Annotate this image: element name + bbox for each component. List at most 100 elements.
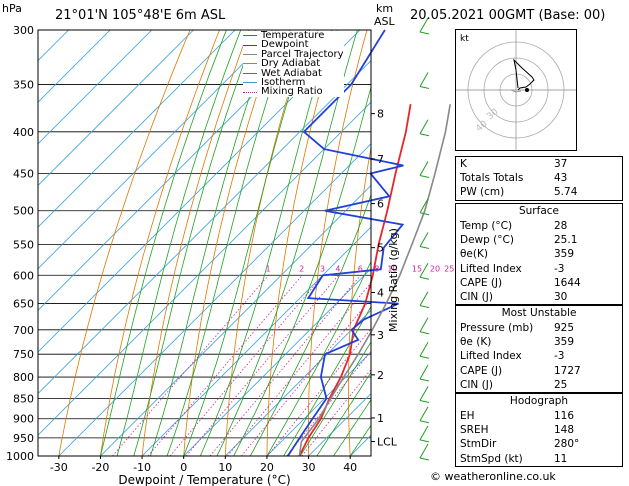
dry-adiabat <box>348 145 371 456</box>
wind-barb-staff <box>419 161 429 176</box>
pressure-tick-label: 550 <box>13 238 34 251</box>
temperature-tick-label: -20 <box>91 461 109 474</box>
legend-label: Parcel Trajectory <box>261 48 344 60</box>
legend-item: Parcel Trajectory <box>243 48 344 60</box>
wind-barb <box>419 119 430 137</box>
isotherm <box>38 30 69 62</box>
wind-barb-staff <box>419 406 429 421</box>
mixing-ratio-line <box>209 275 362 456</box>
temperature-tick-label: 40 <box>343 461 357 474</box>
mixing-ratio-label: 1 <box>265 264 270 273</box>
row-label: CIN (J) <box>460 378 493 391</box>
isotherm <box>38 30 277 270</box>
table-row: EH 116 <box>456 409 622 423</box>
pressure-tick-label: 400 <box>13 126 34 139</box>
dry-adiabat <box>224 30 309 456</box>
mixing-ratio-label: 2 <box>299 264 304 273</box>
table-row: StmSpd (kt) 11 <box>456 452 622 466</box>
km-tick-label: 6 <box>377 198 384 211</box>
km-tick-label: 1 <box>377 412 384 425</box>
wind-barb-staff <box>419 317 429 333</box>
legend-item: Isotherm <box>243 77 344 89</box>
km-tick-label: 2 <box>377 369 384 382</box>
temperature-tick-label: 20 <box>260 461 274 474</box>
pressure-tick-label: 950 <box>13 432 34 445</box>
isotherm <box>141 226 371 456</box>
wet-adiabat <box>249 193 371 456</box>
mixing-ratio-label: 10 <box>387 264 397 273</box>
wind-barb <box>419 341 430 359</box>
row-value: 925 <box>554 322 575 334</box>
row-value: -3 <box>554 350 565 363</box>
table-row: SREH 148 <box>456 423 622 437</box>
legend-swatch <box>243 54 257 56</box>
dry-adiabat <box>58 30 191 456</box>
row-label: Pressure (mb) <box>460 322 534 334</box>
legend-swatch <box>243 72 257 74</box>
table-row: Pressure (mb) 925 <box>456 321 622 335</box>
isotherm <box>349 434 371 456</box>
row-value: 280° <box>554 438 580 451</box>
pressure-tick-label: 600 <box>13 269 34 282</box>
dry-adiabat <box>100 30 220 456</box>
wind-barb <box>419 161 430 178</box>
wind-barb-flag <box>419 305 430 309</box>
table-row: Lifted Index -3 <box>456 262 622 276</box>
hodograph: kt 40 30 <box>455 29 577 151</box>
row-label: θe(K) <box>460 248 488 261</box>
km-tick-label: LCL <box>377 436 398 449</box>
row-value: 25.1 <box>554 234 578 247</box>
wind-barb-flag <box>419 400 430 403</box>
legend-label: Temperature <box>261 30 325 41</box>
isotherm <box>38 30 194 187</box>
row-value: 359 <box>554 336 575 349</box>
skewt-chart: 1 2 3 4 6 8 10 15 20 2530035040045050055060065070… <box>6 17 455 486</box>
mixing-ratio-line <box>112 275 269 456</box>
wind-barb-staff <box>419 386 429 401</box>
legend-swatch <box>243 63 257 65</box>
dry-adiabat <box>141 30 250 456</box>
row-value: 43 <box>554 172 568 185</box>
legend-label: Isotherm <box>261 77 306 89</box>
isotherm <box>38 30 236 228</box>
wind-barb-staff <box>419 232 429 247</box>
pressure-tick-label: 350 <box>13 79 34 92</box>
row-label: Temp (°C) <box>460 220 513 232</box>
mixing-ratio-label: 4 <box>335 264 340 273</box>
wet-adiabat <box>183 30 311 456</box>
pressure-tick-label: 800 <box>13 371 34 384</box>
x-axis-title: Dewpoint / Temperature (°C) <box>118 473 290 486</box>
temperature-tick-label: -10 <box>133 461 151 474</box>
row-label: Totals Totals <box>460 172 524 185</box>
temperature-tick-label: -30 <box>50 461 68 474</box>
mixing-ratio-axis-title: Mixing Ratio (g/kg) <box>387 228 400 332</box>
wind-barb <box>419 406 430 424</box>
dry-adiabat <box>425 30 455 456</box>
wind-barb-staff <box>419 198 429 213</box>
km-tick-label: 7 <box>377 153 384 166</box>
row-label: CAPE (J) <box>460 364 503 377</box>
pressure-tick-label: 300 <box>13 24 34 37</box>
plot-frame <box>37 29 372 457</box>
row-label: StmSpd (kt) <box>460 452 523 465</box>
km-tick-label: 8 <box>377 108 384 121</box>
wind-barb-staff <box>419 263 429 278</box>
row-value: 28 <box>554 220 568 232</box>
wet-adiabat <box>216 30 358 456</box>
mixing-ratio-label: 20 <box>430 264 440 273</box>
wind-barb-flag <box>419 133 430 137</box>
wind-barb-flag <box>419 212 430 216</box>
isotherm <box>392 30 455 456</box>
wet-adiabat <box>299 341 371 456</box>
mixing-ratio-line <box>241 297 371 456</box>
hodograph-trace-gray <box>510 89 522 93</box>
row-value: 37 <box>554 158 568 170</box>
mixing-ratio-label: 6 <box>358 264 363 273</box>
temperature-tick-label: 30 <box>302 461 316 474</box>
wind-barb <box>419 198 430 216</box>
row-value: 148 <box>554 424 575 437</box>
wet-adiabat <box>333 399 371 456</box>
series-temperature <box>298 104 412 457</box>
km-label: km <box>376 2 394 15</box>
pressure-tick-label: 450 <box>13 167 34 180</box>
